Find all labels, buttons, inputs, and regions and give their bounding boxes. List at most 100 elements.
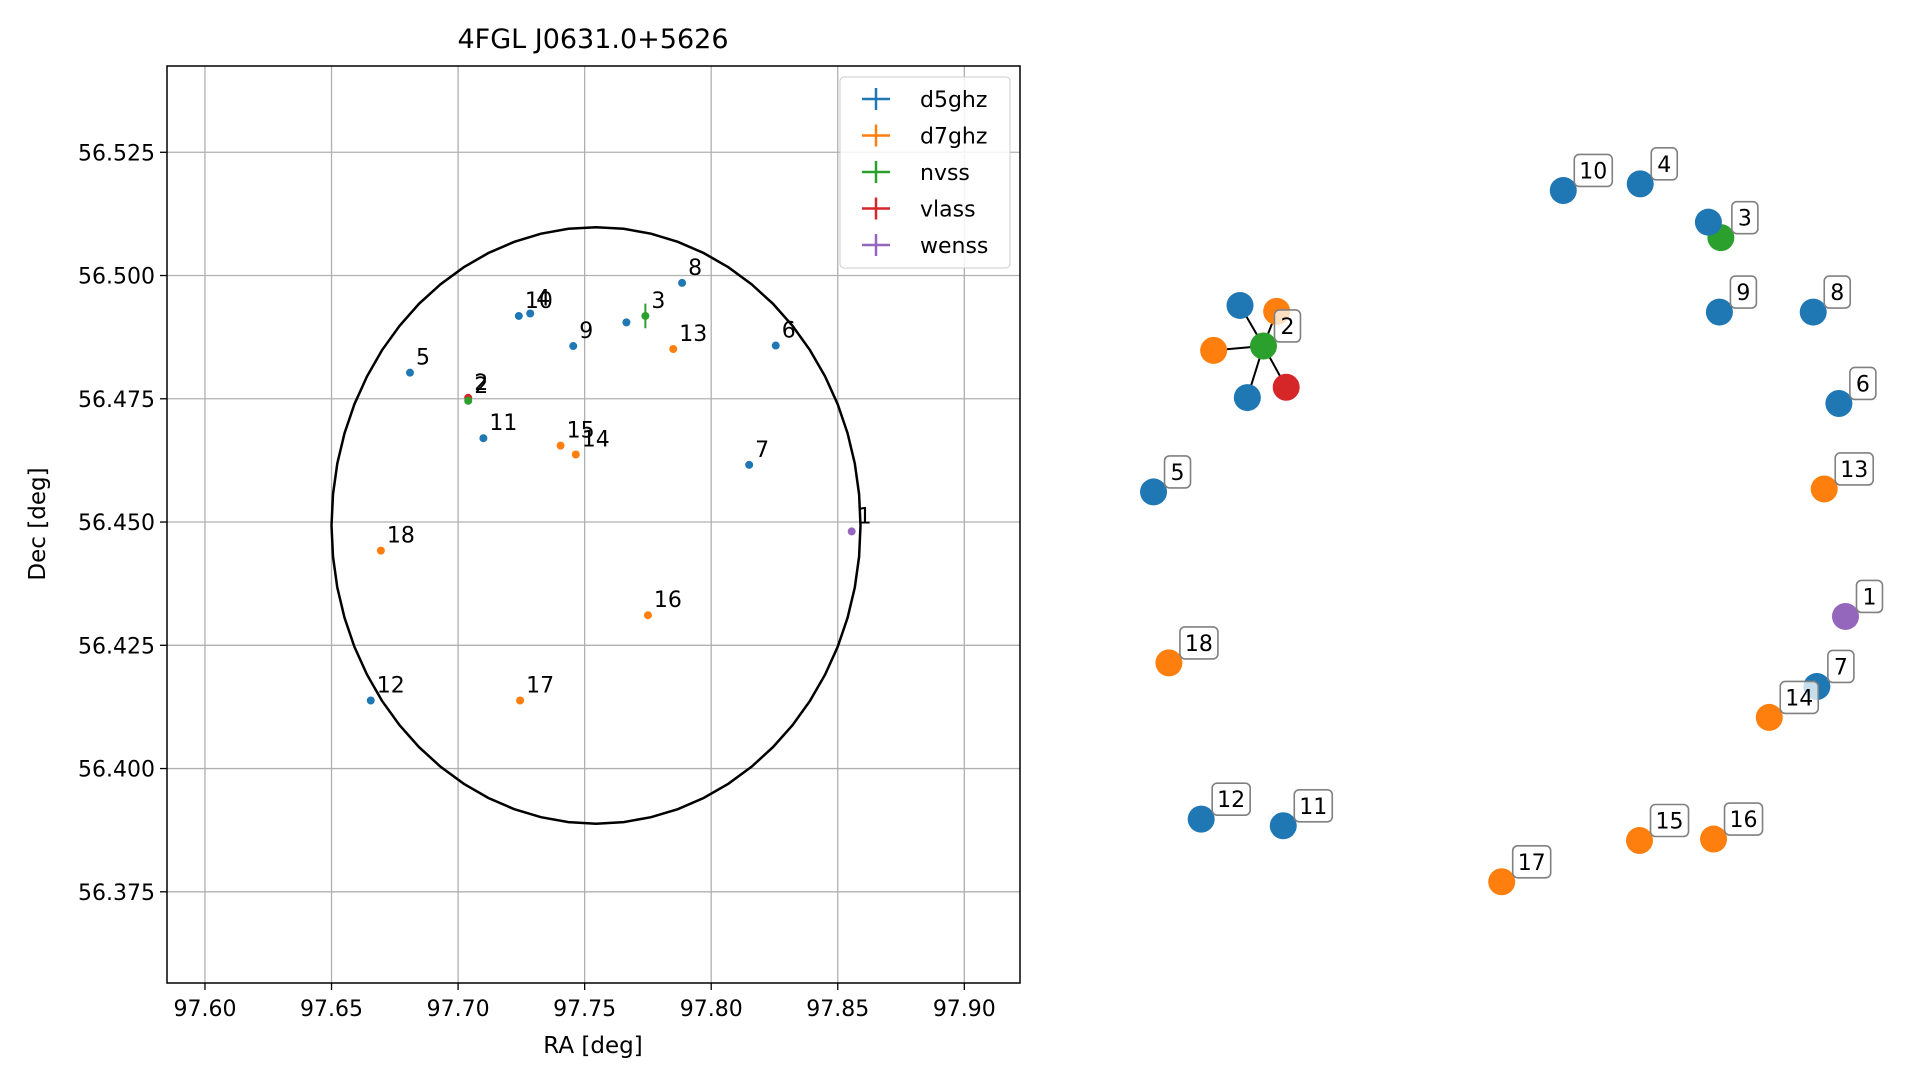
source-point-d7ghz — [571, 450, 580, 459]
source-point-d5ghz — [678, 278, 687, 287]
network-node-label: 8 — [1823, 275, 1852, 309]
network-node-d7ghz — [1488, 868, 1516, 896]
y-axis-label: Dec [deg] — [25, 467, 51, 580]
label-text: 10 — [1579, 159, 1607, 184]
chart-title: 4FGL J0631.0+5626 — [457, 24, 728, 55]
source-point-d5ghz — [569, 342, 578, 351]
network-node-d5ghz — [1140, 478, 1168, 506]
source-point-d5ghz — [479, 434, 488, 443]
point-label: 7 — [755, 438, 769, 463]
label-text: 1 — [1862, 585, 1876, 610]
legend-label: d5ghz — [920, 88, 987, 113]
source-point-d7ghz — [669, 344, 678, 353]
label-box — [1650, 147, 1679, 181]
point-label: 3 — [651, 289, 665, 314]
network-node-label: 18 — [1179, 626, 1219, 660]
x-tick-label: 97.75 — [553, 997, 616, 1022]
network-node-d7ghz — [1810, 475, 1838, 503]
source-point-d5ghz — [745, 460, 754, 469]
label-text: 17 — [1518, 851, 1546, 876]
network-node-d5ghz — [1799, 298, 1827, 326]
label-text: 5 — [1171, 461, 1185, 486]
network-node-d5ghz — [1825, 389, 1853, 417]
legend-items: d5ghz d7ghz nvss vlass wenss — [862, 88, 988, 259]
network-node-label: 2 — [1273, 309, 1302, 343]
network-node-label: 11 — [1293, 788, 1334, 823]
legend-box — [839, 76, 1011, 269]
source-point-d5ghz — [366, 696, 375, 705]
source-point-d7ghz — [556, 441, 565, 450]
network-node-vlass — [1272, 373, 1300, 401]
network-node-d5ghz — [1626, 170, 1654, 198]
legend: d5ghz d7ghz nvss vlass wenss — [839, 76, 1011, 269]
label-box — [1273, 309, 1302, 343]
network-node-d5ghz — [1269, 812, 1297, 840]
source-point-d5ghz — [622, 318, 631, 327]
label-text: 14 — [1785, 686, 1813, 711]
legend-label: nvss — [920, 161, 970, 186]
label-box — [1731, 200, 1759, 235]
point-label: 2 — [474, 371, 488, 396]
label-text: 6 — [1856, 372, 1870, 397]
label-text: 13 — [1840, 458, 1868, 483]
label-text: 15 — [1656, 810, 1684, 835]
label-text: 11 — [1299, 795, 1327, 820]
label-text: 3 — [1738, 207, 1752, 232]
y-tick-label: 56.450 — [78, 511, 155, 536]
network-node-label: 3 — [1731, 200, 1759, 235]
label-box — [1293, 788, 1334, 823]
x-tick-label: 97.60 — [173, 997, 236, 1022]
network-node-label: 4 — [1650, 147, 1679, 181]
x-tick-label: 97.85 — [806, 997, 869, 1022]
point-label: 13 — [679, 322, 707, 347]
point-label: 18 — [387, 524, 415, 549]
network-node-label: 14 — [1779, 680, 1820, 715]
network-node-label: 6 — [1849, 366, 1877, 401]
network-node-label: 10 — [1573, 153, 1614, 188]
localization-ellipse — [330, 225, 862, 826]
network-node-d5ghz — [1705, 298, 1733, 326]
point-label: 12 — [377, 674, 405, 699]
source-point-d7ghz — [376, 546, 385, 555]
source-point-nvss — [641, 311, 650, 320]
x-tick-label: 97.80 — [680, 997, 743, 1022]
point-label: 16 — [654, 588, 682, 613]
label-box — [1573, 153, 1614, 188]
network-node-d5ghz — [1694, 208, 1722, 236]
network-node-label: 16 — [1723, 802, 1764, 836]
point-label: 1 — [858, 504, 872, 529]
network-node-d7ghz — [1700, 825, 1728, 853]
network-node-d5ghz — [1549, 176, 1577, 204]
point-label: 9 — [579, 319, 593, 344]
network-node-label: 9 — [1729, 275, 1758, 309]
network-node-d7ghz — [1626, 827, 1654, 855]
point-label: 5 — [416, 346, 430, 371]
x-tick-label: 97.65 — [300, 997, 363, 1022]
network-node-d5ghz — [1233, 384, 1261, 412]
point-label: 10 — [525, 289, 553, 314]
label-box — [1729, 275, 1758, 309]
point-label: 6 — [782, 319, 796, 344]
label-text: 9 — [1736, 281, 1750, 306]
network-node-label: 15 — [1649, 803, 1690, 838]
network-node-d7ghz — [1755, 703, 1783, 731]
point-label: 14 — [582, 427, 610, 452]
point-label: 15 — [567, 419, 595, 444]
network-node-d5ghz — [1226, 291, 1254, 319]
source-point-d5ghz — [514, 311, 523, 320]
network-node-d7ghz — [1200, 336, 1228, 364]
network-node-label: 12 — [1211, 782, 1251, 816]
label-box — [1855, 579, 1884, 614]
label-box — [1649, 803, 1690, 838]
point-label: 17 — [526, 674, 554, 699]
source-point-nvss — [464, 396, 473, 405]
label-text: 4 — [1657, 153, 1671, 178]
source-point-d5ghz — [526, 309, 535, 318]
point-label: 4 — [536, 286, 550, 311]
label-box — [1211, 782, 1251, 816]
network-node-label: 7 — [1827, 649, 1855, 684]
label-box — [1834, 452, 1875, 486]
source-point-d7ghz — [643, 611, 652, 620]
x-axis-label: RA [deg] — [543, 1033, 642, 1059]
